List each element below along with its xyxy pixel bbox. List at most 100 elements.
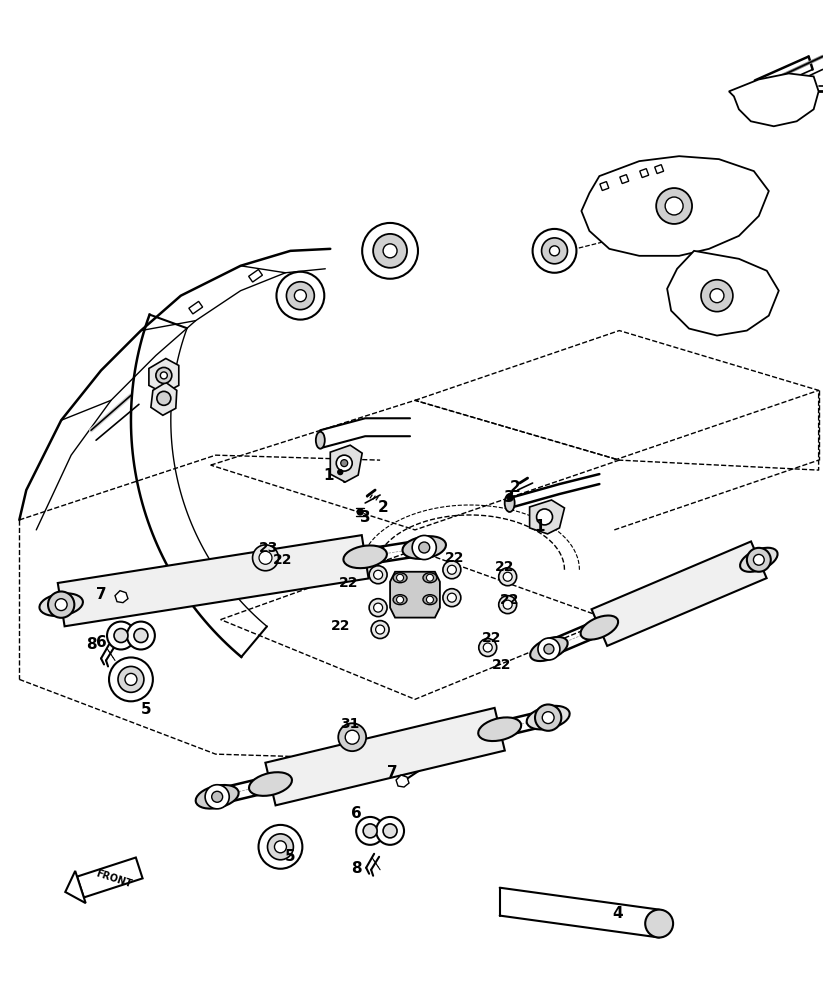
Ellipse shape [645, 910, 673, 938]
Polygon shape [249, 269, 262, 282]
Ellipse shape [316, 432, 325, 449]
Text: 22: 22 [339, 576, 358, 590]
Text: 5: 5 [285, 849, 296, 864]
Circle shape [205, 785, 229, 809]
Circle shape [369, 566, 387, 584]
Ellipse shape [423, 595, 437, 605]
Circle shape [268, 834, 293, 860]
Polygon shape [65, 871, 86, 903]
Ellipse shape [249, 772, 292, 796]
Circle shape [277, 272, 325, 320]
Circle shape [503, 600, 513, 609]
Text: 22: 22 [482, 631, 502, 645]
Polygon shape [115, 591, 128, 603]
Circle shape [535, 704, 561, 731]
Circle shape [212, 791, 222, 802]
Circle shape [341, 460, 348, 467]
Circle shape [259, 825, 302, 869]
Polygon shape [390, 572, 440, 618]
Text: FRONT: FRONT [95, 868, 133, 889]
Ellipse shape [740, 548, 778, 572]
Circle shape [107, 622, 135, 649]
Circle shape [287, 282, 314, 310]
Circle shape [542, 712, 554, 724]
Text: 5: 5 [141, 702, 152, 717]
Circle shape [161, 372, 167, 379]
Circle shape [109, 657, 153, 701]
Circle shape [373, 570, 382, 579]
Circle shape [396, 574, 404, 581]
Circle shape [507, 494, 513, 500]
Circle shape [499, 568, 517, 586]
Ellipse shape [581, 616, 618, 640]
Circle shape [55, 599, 67, 611]
Text: 6: 6 [96, 635, 106, 650]
Circle shape [503, 572, 513, 581]
Circle shape [544, 644, 554, 654]
Polygon shape [655, 165, 663, 174]
Circle shape [538, 638, 559, 660]
Circle shape [274, 841, 287, 853]
Polygon shape [729, 73, 818, 126]
Text: 22: 22 [500, 593, 519, 607]
Text: 7: 7 [96, 587, 106, 602]
Circle shape [442, 561, 461, 579]
Polygon shape [600, 182, 609, 191]
Circle shape [127, 622, 155, 649]
Circle shape [336, 455, 352, 471]
Ellipse shape [402, 536, 446, 559]
Circle shape [356, 817, 384, 845]
Circle shape [114, 629, 128, 643]
Circle shape [363, 223, 418, 279]
Circle shape [483, 643, 492, 652]
Polygon shape [592, 541, 766, 646]
Ellipse shape [423, 573, 437, 583]
Text: 7: 7 [386, 765, 397, 780]
Circle shape [427, 596, 433, 603]
Circle shape [753, 554, 764, 565]
Text: 2: 2 [377, 500, 388, 515]
Circle shape [338, 470, 343, 475]
Circle shape [541, 238, 568, 264]
Circle shape [357, 509, 363, 515]
Polygon shape [620, 175, 629, 184]
Text: 3: 3 [360, 510, 371, 525]
Polygon shape [265, 708, 505, 805]
Circle shape [371, 621, 389, 639]
Ellipse shape [195, 785, 239, 809]
Ellipse shape [504, 494, 515, 512]
Circle shape [369, 599, 387, 617]
Text: 6: 6 [351, 806, 362, 821]
Circle shape [447, 593, 456, 602]
Text: 3: 3 [504, 490, 515, 505]
Text: 22: 22 [445, 551, 465, 565]
Text: 22: 22 [495, 560, 514, 574]
Ellipse shape [478, 717, 521, 741]
Polygon shape [639, 169, 648, 178]
Text: 22: 22 [273, 553, 293, 567]
Text: 8: 8 [86, 637, 96, 652]
Circle shape [259, 551, 272, 564]
Ellipse shape [40, 593, 83, 616]
Polygon shape [58, 535, 368, 626]
Text: 22: 22 [330, 619, 350, 633]
Text: 1: 1 [323, 468, 334, 483]
Polygon shape [582, 156, 769, 256]
Circle shape [373, 234, 407, 268]
Circle shape [550, 246, 559, 256]
Text: 8: 8 [351, 861, 362, 876]
Circle shape [710, 289, 724, 303]
Circle shape [747, 548, 770, 572]
Circle shape [412, 535, 436, 560]
Circle shape [345, 730, 359, 744]
Text: 2: 2 [509, 480, 520, 495]
Ellipse shape [527, 706, 569, 729]
Polygon shape [330, 445, 363, 482]
Ellipse shape [393, 573, 407, 583]
Circle shape [252, 545, 279, 571]
Ellipse shape [344, 545, 387, 568]
Polygon shape [151, 382, 177, 415]
Polygon shape [149, 358, 179, 393]
Circle shape [499, 596, 517, 614]
Polygon shape [77, 858, 143, 897]
